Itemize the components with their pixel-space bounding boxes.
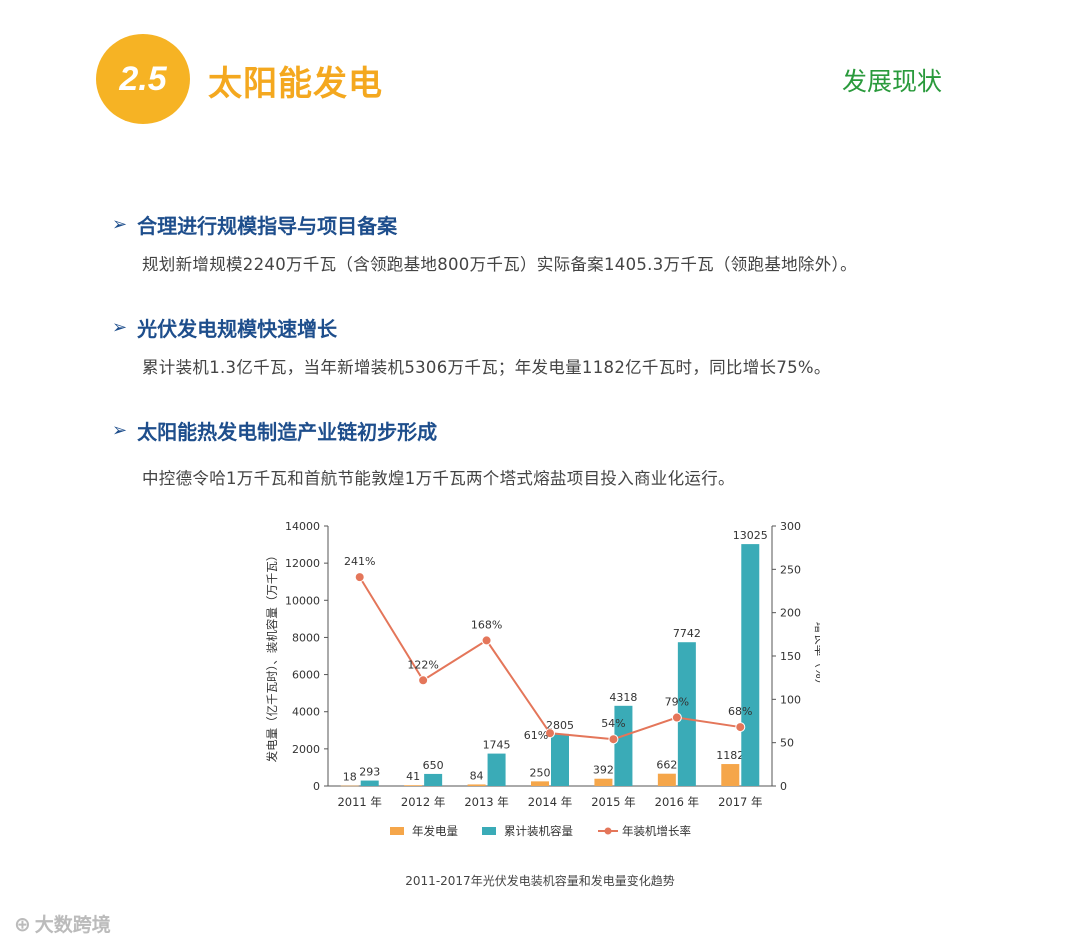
watermark: ⊕ 大数跨境	[14, 910, 111, 937]
pv-capacity-chart: 0 2000 4000 6000 8000 10000 12000 14000 0 50 100 15…	[265, 520, 820, 838]
legend-swatch	[390, 827, 404, 835]
bar-label-generation: 41	[406, 770, 420, 783]
growth-rate-point	[735, 722, 746, 733]
bar-label-capacity: 2805	[546, 719, 574, 732]
section-text: 规划新增规模2240万千瓦（含领跑基地800万千瓦）实际备案1405.3万千瓦（…	[142, 255, 857, 274]
bar-label-capacity: 293	[359, 766, 380, 779]
bar-generation	[721, 764, 740, 786]
x-tick-label: 2017 年	[718, 795, 762, 809]
growth-rate-label: 61%	[524, 729, 548, 742]
section-heading: 光伏发电规模快速增长	[137, 317, 338, 341]
y-tick-label: 6000	[292, 669, 320, 682]
bar-label-generation: 18	[343, 771, 357, 784]
bar-label-capacity: 1745	[483, 739, 511, 752]
y2-tick-label: 0	[780, 780, 787, 793]
x-tick-label: 2012 年	[401, 795, 445, 809]
y-tick-label: 14000	[285, 520, 320, 533]
x-tick-label: 2015 年	[591, 795, 635, 809]
status-label: 发展现状	[842, 67, 943, 96]
bar-capacity	[487, 753, 506, 786]
y-tick-label: 10000	[285, 594, 320, 607]
bar-capacity	[677, 642, 696, 786]
section-3: ➢ 太阳能热发电制造产业链初步形成 中控德令哈1万千瓦和首航节能敦煌1万千瓦两个…	[112, 416, 735, 489]
bar-label-generation: 392	[593, 764, 614, 777]
section-number-badge: 2.5	[96, 34, 190, 124]
y2-tick-label: 100	[780, 693, 801, 706]
y-tick-label: 2000	[292, 743, 320, 756]
y2-tick-label: 50	[780, 737, 794, 750]
logo-icon: ⊕	[14, 911, 31, 936]
growth-rate-point	[354, 572, 365, 583]
bar-label-generation: 84	[470, 769, 484, 782]
x-tick-label: 2016 年	[655, 795, 699, 809]
bar-generation	[404, 785, 423, 786]
bar-capacity	[614, 705, 633, 786]
y2-tick-label: 250	[780, 563, 801, 576]
section-text: 累计装机1.3亿千瓦，当年新增装机5306万千瓦；年发电量1182亿千瓦时，同比…	[142, 358, 831, 377]
growth-rate-point	[481, 635, 492, 646]
bar-label-generation: 662	[656, 759, 677, 772]
legend-swatch-marker	[604, 827, 612, 835]
watermark-text: 大数跨境	[34, 914, 111, 936]
growth-rate-point	[545, 728, 555, 739]
x-tick-label: 2014 年	[528, 795, 572, 809]
growth-rate-label: 122%	[407, 658, 438, 671]
section-heading: 太阳能热发电制造产业链初步形成	[137, 420, 438, 444]
growth-rate-point	[418, 675, 429, 686]
bar-capacity	[551, 733, 569, 786]
bar-capacity	[360, 780, 379, 786]
arrow-bullet-icon: ➢	[112, 317, 128, 338]
y-tick-label: 4000	[292, 706, 320, 719]
y2-axis-title: 增长率（%）	[813, 622, 820, 690]
section-1: ➢ 合理进行规模指导与项目备案 规划新增规模2240万千瓦（含领跑基地800万千…	[112, 210, 857, 275]
x-tick-label: 2011 年	[337, 795, 381, 809]
growth-rate-label: 168%	[471, 618, 502, 631]
section-2: ➢ 光伏发电规模快速增长 累计装机1.3亿千瓦，当年新增装机5306万千瓦；年发…	[112, 313, 831, 378]
y2-tick-label: 200	[780, 607, 801, 620]
y2-tick-label: 300	[780, 520, 801, 533]
bar-generation	[467, 784, 486, 786]
bar-label-capacity: 650	[423, 759, 444, 772]
section-text: 中控德令哈1万千瓦和首航节能敦煌1万千瓦两个塔式熔盐项目投入商业化运行。	[142, 469, 735, 488]
bar-capacity	[741, 544, 760, 786]
bar-generation	[594, 778, 613, 786]
chart-caption: 2011-2017年光伏发电装机容量和发电量变化趋势	[405, 874, 675, 888]
bar-generation	[340, 785, 359, 787]
y2-tick-label: 150	[780, 650, 801, 663]
growth-rate-label: 68%	[728, 705, 752, 718]
y-axis-title: 发电量（亿千瓦时）、装机容量（万千瓦）	[265, 550, 279, 763]
page-title: 太阳能发电	[208, 64, 383, 104]
bar-label-capacity: 13025	[733, 529, 768, 542]
y-tick-label: 0	[313, 780, 320, 793]
y-tick-label: 8000	[292, 631, 320, 644]
section-heading: 合理进行规模指导与项目备案	[137, 214, 398, 238]
x-tick-label: 2013 年	[464, 795, 508, 809]
bar-label-generation: 1182	[716, 749, 744, 762]
legend-label: 累计装机容量	[504, 824, 573, 838]
growth-rate-point	[671, 712, 682, 723]
y-tick-label: 12000	[285, 557, 320, 570]
growth-rate-label: 54%	[601, 717, 625, 730]
bar-label-capacity: 7742	[673, 627, 701, 640]
legend-label: 年装机增长率	[622, 824, 691, 838]
bar-label-generation: 250	[530, 766, 551, 779]
legend-swatch	[482, 827, 496, 835]
bar-generation	[531, 781, 549, 786]
bar-capacity	[424, 773, 443, 786]
arrow-bullet-icon: ➢	[112, 214, 128, 235]
growth-rate-point	[608, 734, 619, 745]
bar-generation	[657, 773, 676, 786]
bar-label-capacity: 4318	[609, 691, 637, 704]
legend-label: 年发电量	[412, 824, 458, 838]
arrow-bullet-icon: ➢	[112, 420, 128, 441]
growth-rate-label: 79%	[665, 696, 689, 709]
growth-rate-label: 241%	[344, 555, 375, 568]
